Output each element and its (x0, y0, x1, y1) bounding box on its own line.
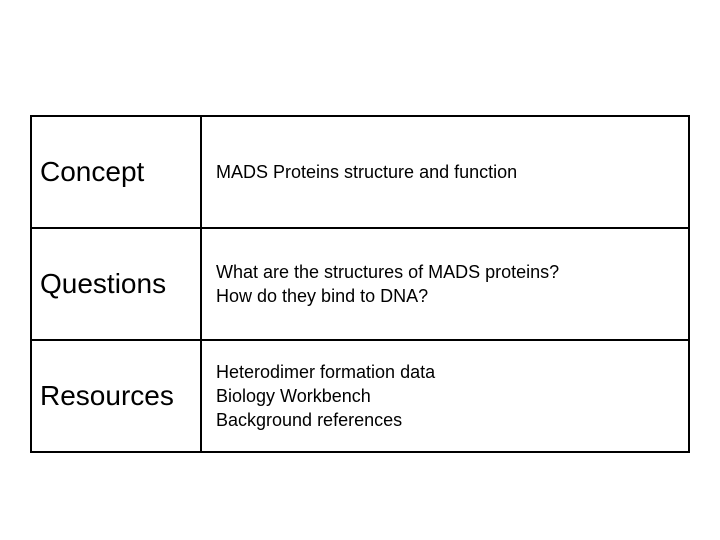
row-label-text: Concept (40, 156, 144, 188)
table-row: Concept MADS Proteins structure and func… (32, 117, 688, 229)
content-line: What are the structures of MADS proteins… (216, 260, 674, 284)
row-label-text: Questions (40, 268, 166, 300)
content-line: MADS Proteins structure and function (216, 160, 674, 184)
content-line: Background references (216, 408, 674, 432)
row-label-concept: Concept (32, 117, 202, 227)
table-row: Questions What are the structures of MAD… (32, 229, 688, 341)
content-line: Heterodimer formation data (216, 360, 674, 384)
concept-table: Concept MADS Proteins structure and func… (30, 115, 690, 453)
row-label-resources: Resources (32, 341, 202, 451)
table-row: Resources Heterodimer formation data Bio… (32, 341, 688, 451)
row-label-questions: Questions (32, 229, 202, 339)
row-label-text: Resources (40, 380, 174, 412)
content-line: Biology Workbench (216, 384, 674, 408)
row-content-concept: MADS Proteins structure and function (202, 150, 688, 194)
content-line: How do they bind to DNA? (216, 284, 674, 308)
row-content-questions: What are the structures of MADS proteins… (202, 250, 688, 319)
row-content-resources: Heterodimer formation data Biology Workb… (202, 350, 688, 443)
